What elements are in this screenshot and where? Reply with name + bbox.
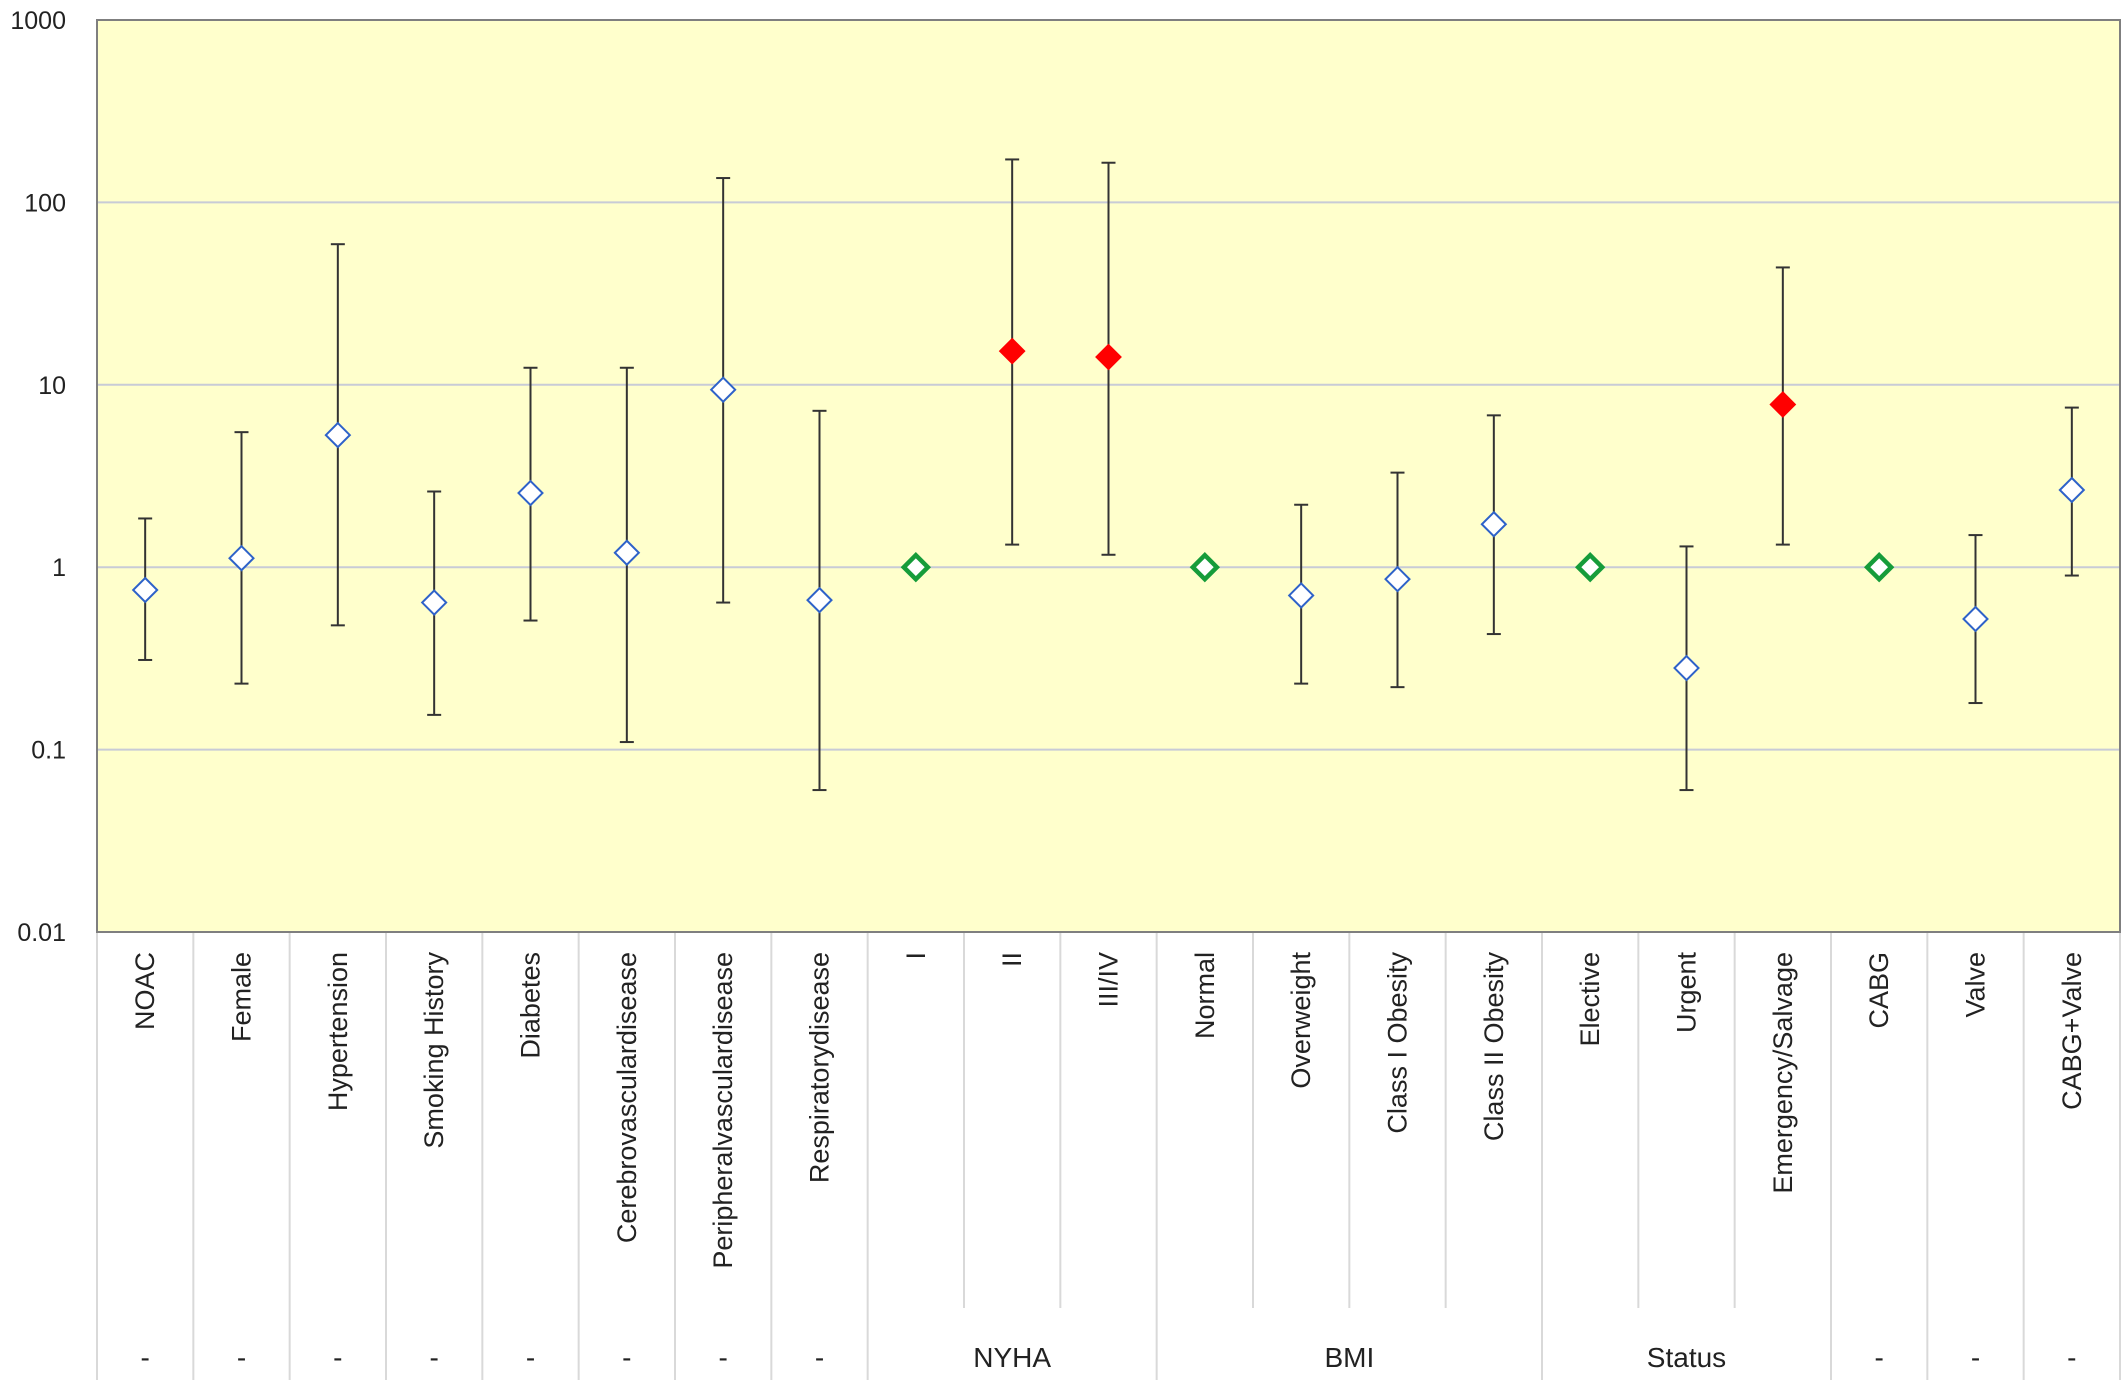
group-label: - (526, 1342, 535, 1373)
y-tick-label-1: 1 (52, 554, 66, 582)
category-label: Female (227, 952, 257, 1042)
point-marker (1863, 552, 1895, 583)
y-tick-label-1000: 1000 (10, 7, 66, 35)
group-label: - (1971, 1342, 1980, 1373)
category-labels: NOAC Female Hypertension Smoking History Dia… (130, 952, 2087, 1269)
point-marker (900, 552, 932, 583)
point-marker (1287, 582, 1315, 609)
point-marker (1384, 565, 1411, 593)
category-label: Urgent (1672, 952, 1702, 1034)
group-label: - (1875, 1342, 1884, 1373)
category-label: Cerebrovasculardisease (612, 952, 642, 1243)
point-marker (1769, 391, 1797, 418)
point-marker (998, 337, 1026, 365)
plot-border (96, 19, 2121, 933)
group-labels: - - - - - - - - NYHA BMI Status - - - (141, 1342, 2077, 1373)
y-tick-label-0.01: 0.01 (17, 919, 66, 947)
point-marker (1480, 510, 1508, 538)
point-markers (131, 337, 2086, 682)
category-label: NOAC (130, 952, 160, 1030)
category-label: CABG (1864, 952, 1894, 1029)
category-label: Valve (1961, 952, 1991, 1018)
category-separator-lines (96, 932, 2121, 1380)
group-label: - (815, 1342, 824, 1373)
point-marker (613, 539, 641, 567)
group-label: - (333, 1342, 342, 1373)
category-label: Overweight (1286, 952, 1316, 1089)
category-label: Class I Obesity (1383, 952, 1413, 1134)
point-marker (131, 576, 159, 604)
category-label: Emergency/Salvage (1768, 952, 1798, 1194)
point-marker (806, 586, 833, 614)
category-label: Normal (1190, 952, 1220, 1039)
category-label: Peripheralvasculardisease (708, 952, 738, 1269)
y-tick-label-10: 10 (38, 372, 66, 400)
group-label: - (141, 1342, 150, 1373)
y-tick-label-100: 100 (24, 189, 66, 217)
y-axis-tick-labels: 0.01 0.1 1 10 100 1000 (10, 7, 66, 947)
group-label: - (622, 1342, 631, 1373)
category-label: Elective (1575, 952, 1605, 1047)
group-label: - (237, 1342, 246, 1373)
group-label: Status (1647, 1342, 1726, 1373)
point-marker (2058, 476, 2086, 504)
category-label: Smoking History (419, 952, 449, 1149)
point-marker (709, 376, 737, 404)
point-marker (1574, 552, 1606, 583)
category-label: I (901, 952, 931, 960)
group-label: - (2067, 1342, 2076, 1373)
category-label: Diabetes (516, 952, 546, 1059)
group-label: BMI (1324, 1342, 1374, 1373)
point-marker (1095, 343, 1122, 371)
category-label: Respiratorydisease (805, 952, 835, 1183)
category-label: Class II Obesity (1479, 952, 1509, 1142)
point-marker (517, 479, 544, 507)
category-label: CABG+Valve (2057, 952, 2087, 1110)
y-tick-label-0.1: 0.1 (31, 737, 66, 765)
point-marker (1189, 552, 1221, 583)
group-label: - (430, 1342, 439, 1373)
point-marker (324, 421, 352, 449)
point-marker (228, 544, 255, 572)
category-label: III/IV (1094, 952, 1124, 1008)
point-marker (420, 589, 448, 616)
category-label: II (997, 952, 1027, 967)
point-marker (1962, 605, 1989, 633)
group-label: - (719, 1342, 728, 1373)
point-marker (1673, 654, 1700, 682)
category-label: Hypertension (323, 952, 353, 1111)
group-label: NYHA (973, 1342, 1051, 1373)
